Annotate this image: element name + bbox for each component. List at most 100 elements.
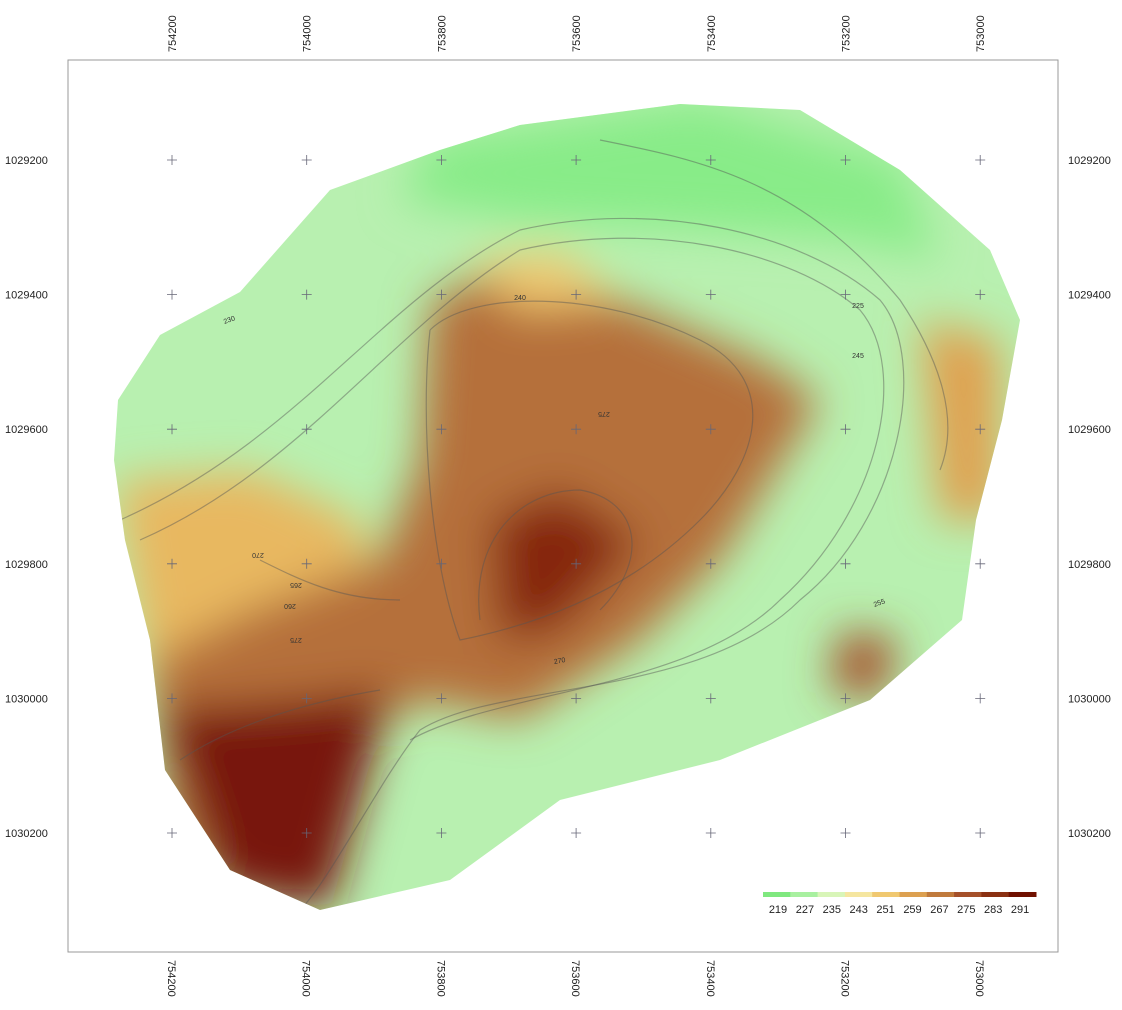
legend-swatch [844, 892, 873, 897]
grid-cross [705, 558, 716, 569]
grid-cross [571, 289, 582, 300]
y-label-right: 1029800 [1068, 559, 1111, 571]
contour-label: 225 [852, 303, 864, 310]
y-label-right: 1029200 [1068, 155, 1111, 167]
y-label-left: 1029200 [5, 155, 48, 167]
grid-cross [167, 558, 177, 569]
x-label-top: 754200 [167, 15, 179, 52]
contour-label: 275 [290, 636, 302, 643]
legend-swatch [981, 892, 1010, 897]
x-label-top: 753800 [436, 15, 448, 52]
grid-crosses [167, 155, 986, 838]
grid-cross [436, 558, 447, 569]
legend-swatch [899, 892, 928, 897]
y-label-right: 1029400 [1068, 290, 1111, 302]
grid-cross [436, 155, 447, 165]
grid-cross [840, 155, 851, 165]
contour-label: 230 [223, 315, 236, 326]
grid-cross [571, 828, 582, 838]
y-label-right: 1030000 [1068, 693, 1111, 705]
legend-swatch [763, 892, 791, 897]
y-label-right: 1030200 [1068, 828, 1111, 840]
grid-cross [301, 558, 312, 569]
coordinate-labels: 754200 754200 754000 754000 753800 753800 7536… [5, 15, 1111, 996]
x-label-bottom: 754000 [300, 960, 312, 997]
grid-cross [840, 424, 851, 435]
grid-cross [975, 828, 986, 838]
contour-label: 260 [284, 602, 296, 609]
grid-cross [840, 289, 851, 300]
x-label-bottom: 753400 [704, 960, 716, 997]
grid-cross [167, 289, 177, 300]
grid-cross [975, 693, 986, 704]
x-label-bottom: 753200 [839, 960, 851, 997]
contour-label: 270 [553, 657, 566, 666]
grid-cross [167, 424, 177, 435]
legend-label: 243 [850, 904, 868, 916]
grid-cross [436, 828, 447, 838]
x-label-top: 753000 [975, 15, 987, 52]
contour-label: 255 [873, 598, 886, 609]
legend-label: 275 [957, 904, 975, 916]
legend-label: 267 [930, 904, 948, 916]
legend-swatch [817, 892, 846, 897]
grid-cross [167, 155, 177, 165]
x-label-top: 753400 [706, 15, 718, 52]
terrain [114, 104, 1020, 910]
grid-cross [436, 693, 447, 704]
x-label-bottom: 753600 [569, 960, 581, 997]
contour-label: 275 [598, 410, 610, 417]
grid-cross [975, 289, 986, 300]
grid-cross [301, 424, 312, 435]
grid-cross [571, 155, 582, 165]
legend-label: 227 [796, 904, 814, 916]
contour-label: 245 [852, 353, 864, 360]
grid-cross [301, 693, 312, 704]
grid-cross [436, 289, 447, 300]
x-label-bottom: 753800 [434, 960, 446, 997]
contour-label: 270 [252, 551, 264, 558]
x-label-top: 754000 [302, 15, 314, 52]
y-label-left: 1030000 [5, 693, 48, 705]
grid-cross [705, 693, 716, 704]
grid-cross [571, 693, 582, 704]
x-label-bottom: 753000 [973, 960, 985, 997]
y-label-left: 1029600 [5, 424, 48, 436]
legend-label: 235 [823, 904, 841, 916]
grid-cross [705, 828, 716, 838]
grid-cross [840, 828, 851, 838]
legend-swatch [790, 892, 819, 897]
x-label-top: 753200 [841, 15, 853, 52]
grid-cross [705, 424, 716, 435]
map-frame [67, 59, 1059, 953]
legend-label: 291 [1011, 904, 1029, 916]
grid-cross [705, 289, 716, 300]
legend-label: 219 [769, 904, 787, 916]
grid-cross [975, 558, 986, 569]
grid-cross [840, 558, 851, 569]
x-label-bottom: 754200 [165, 960, 177, 997]
legend-swatch [1008, 892, 1037, 897]
x-label-top: 753600 [571, 15, 583, 52]
grid-cross [301, 155, 312, 165]
grid-cross [167, 693, 177, 704]
grid-cross [436, 424, 447, 435]
grid-cross [975, 155, 986, 165]
y-label-left: 1029800 [5, 559, 48, 571]
grid-cross [301, 289, 312, 300]
legend-label: 251 [876, 904, 894, 916]
contour-label: 240 [514, 295, 526, 302]
legend-swatch [954, 892, 982, 897]
grid-cross [571, 424, 582, 435]
y-label-left: 1030200 [5, 828, 48, 840]
legend-label: 259 [903, 904, 921, 916]
grid-cross [167, 828, 177, 838]
legend-swatch [926, 892, 955, 897]
grid-cross [301, 828, 312, 838]
contour-label: 265 [290, 581, 302, 588]
grid-cross [705, 155, 716, 165]
legend: 219 227 235 243 251 259 267 275 283 291 [763, 892, 1037, 916]
legend-label: 283 [984, 904, 1002, 916]
grid-cross [975, 424, 986, 435]
